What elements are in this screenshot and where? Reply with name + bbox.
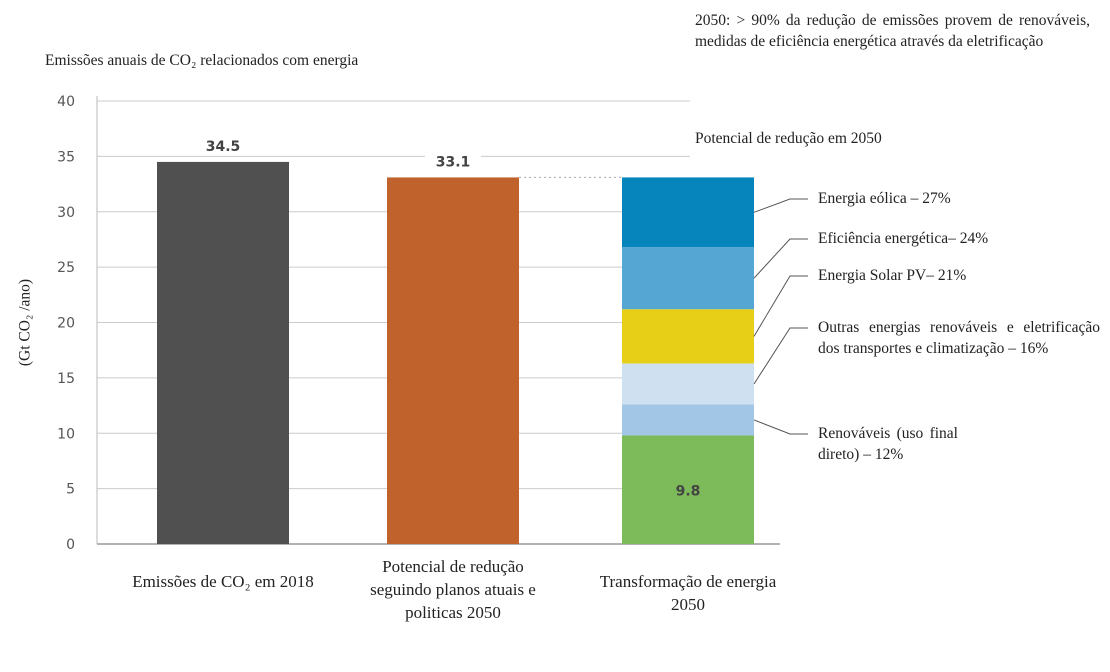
bar: [157, 161, 289, 544]
y-tick-label: 20: [57, 316, 75, 332]
annotation: 2050: > 90% da redução de emissões prove…: [695, 12, 1090, 50]
y-tick-label: 30: [57, 205, 75, 221]
y-tick-label: 0: [66, 537, 75, 553]
segment-label: Outras energias renováveis e eletrificaç…: [818, 319, 1100, 357]
segment-label: Eficiência energética– 24%: [818, 230, 989, 247]
bar: [387, 177, 519, 545]
y-tick-label: 10: [57, 426, 75, 442]
stack-segment: [622, 309, 754, 364]
leader-line: [753, 327, 808, 385]
y-tick-label: 25: [57, 260, 75, 276]
label-bg: [195, 134, 251, 155]
leader-line: [753, 275, 808, 337]
leader-line: [753, 419, 808, 435]
y-tick-label: 15: [57, 371, 75, 387]
bar: [622, 435, 754, 544]
stack-segment: [622, 177, 754, 248]
y-tick-label: 35: [57, 149, 75, 165]
x-tick-label: Transformação de energia 2050: [599, 572, 777, 614]
x-tick-label: Emissões de CO₂ em 2018: [132, 572, 314, 591]
stack-segment: [622, 247, 754, 310]
data-label: 33.1: [436, 154, 471, 170]
label-bg: [425, 150, 481, 171]
stack-segment: [622, 363, 754, 405]
segment-label: Energia Solar PV– 21%: [818, 267, 967, 284]
segment-label: Renováveis (uso final direto) – 12%: [818, 425, 958, 463]
subtitle: Potencial de redução em 2050: [695, 130, 882, 147]
segment-label: Energia eólica – 27%: [818, 190, 951, 207]
leader-line: [753, 238, 808, 279]
chart-title: Emissões anuais de CO₂ relacionados com …: [45, 52, 359, 69]
x-tick-label: Potencial de redução seguindo planos atu…: [370, 557, 536, 622]
y-tick-label: 5: [66, 482, 75, 498]
y-tick-label: 40: [57, 94, 75, 110]
stack-segment: [622, 404, 754, 436]
leader-line: [753, 198, 808, 213]
data-label: 9.8: [676, 484, 701, 500]
data-label: 34.5: [206, 139, 241, 155]
y-axis-label: (Gt CO₂ /ano): [16, 278, 34, 367]
